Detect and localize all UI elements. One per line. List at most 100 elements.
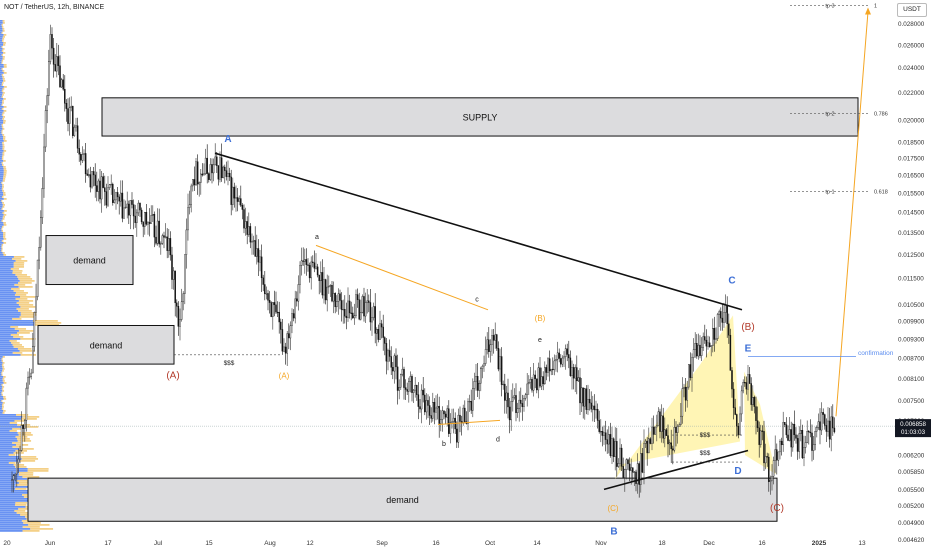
volume-bar	[3, 106, 7, 108]
candle-body	[380, 323, 383, 328]
candle-body	[745, 382, 748, 390]
volume-bar	[0, 404, 3, 406]
candle-body	[232, 186, 234, 205]
candle-body	[720, 311, 722, 319]
volume-bar	[0, 122, 3, 124]
volume-bar	[0, 506, 26, 508]
candle-body	[408, 381, 410, 392]
candle-body	[643, 443, 645, 473]
candle-body	[174, 270, 176, 304]
volume-bar	[3, 254, 7, 256]
candle-body	[12, 475, 15, 480]
candle-body	[678, 424, 680, 427]
candle-body	[444, 413, 447, 418]
candle-body	[617, 463, 620, 467]
candle-body	[128, 203, 130, 216]
volume-bar	[2, 218, 5, 220]
volume-bar	[0, 158, 2, 160]
volume-bar	[1, 250, 3, 252]
candle-body	[123, 207, 125, 219]
candle-body	[753, 397, 756, 407]
volume-bar	[0, 108, 2, 110]
candle-body	[689, 364, 692, 378]
currency-button[interactable]: USDT	[897, 3, 927, 17]
candle-body	[577, 377, 580, 382]
candle-body	[73, 126, 76, 136]
volume-bar	[0, 430, 10, 432]
candle-body	[612, 438, 615, 457]
candle-body	[276, 311, 279, 314]
candle-body	[220, 157, 223, 179]
candle-body	[300, 260, 303, 266]
volume-bar	[0, 410, 4, 412]
volume-bar	[23, 522, 41, 524]
candle-body	[398, 387, 400, 391]
candle-body	[480, 368, 482, 384]
candle-body	[808, 431, 810, 433]
volume-bar	[2, 164, 4, 166]
candle-body	[179, 319, 181, 327]
volume-bar	[0, 490, 37, 492]
volume-bar	[0, 526, 23, 528]
volume-bar	[3, 86, 7, 88]
candle-body	[185, 229, 188, 255]
candle-body	[393, 355, 396, 372]
candle-body	[228, 172, 231, 178]
candle-body	[404, 387, 407, 390]
candle-body	[118, 196, 120, 202]
volume-bar	[0, 388, 2, 390]
candle-body	[305, 259, 308, 265]
candle-body	[342, 309, 344, 311]
candle-body	[81, 154, 84, 161]
candle-body	[776, 449, 778, 461]
candle-body	[432, 402, 434, 419]
candle-body	[635, 471, 637, 484]
volume-bar	[0, 114, 2, 116]
candle-body	[697, 344, 700, 357]
volume-bar	[0, 156, 2, 158]
candle-body	[486, 339, 488, 350]
candle-body	[230, 176, 232, 205]
candle-body	[499, 356, 501, 370]
volume-bar	[13, 464, 25, 466]
candle-body	[172, 270, 175, 280]
candle-body	[241, 205, 244, 210]
candle-body	[148, 222, 151, 224]
candle-body	[312, 261, 314, 263]
volume-bar	[0, 450, 16, 452]
volume-bar	[0, 54, 2, 56]
candle-body	[256, 248, 258, 257]
volume-bar	[0, 194, 4, 196]
volume-bar	[0, 24, 2, 26]
volume-bar	[1, 90, 4, 92]
volume-bar	[1, 394, 3, 396]
candle-body	[824, 414, 826, 426]
volume-bar	[1, 132, 3, 134]
volume-bar	[0, 406, 3, 408]
volume-bar	[0, 198, 4, 200]
candle-body	[792, 424, 794, 448]
candle-body	[500, 356, 503, 385]
candle-body	[736, 414, 738, 427]
candle-body	[396, 366, 399, 391]
candle-body	[140, 209, 143, 223]
candle-body	[756, 420, 759, 429]
candle-body	[368, 300, 370, 303]
candle-body	[315, 266, 317, 269]
volume-bar	[0, 38, 3, 40]
candle-body	[411, 376, 413, 393]
candle-body	[116, 192, 119, 198]
y-tick-label: 0.015500	[898, 190, 925, 197]
candle-body	[532, 374, 535, 391]
x-tick-label: 20	[3, 540, 11, 547]
volume-bar	[1, 244, 4, 246]
candle-body	[585, 388, 588, 410]
candle-body	[329, 285, 332, 287]
volume-bar	[0, 78, 3, 80]
volume-bar	[17, 276, 31, 278]
volume-bar	[8, 454, 16, 456]
orange-support	[437, 419, 501, 425]
candle-body	[436, 405, 439, 409]
volume-bar	[0, 272, 13, 274]
